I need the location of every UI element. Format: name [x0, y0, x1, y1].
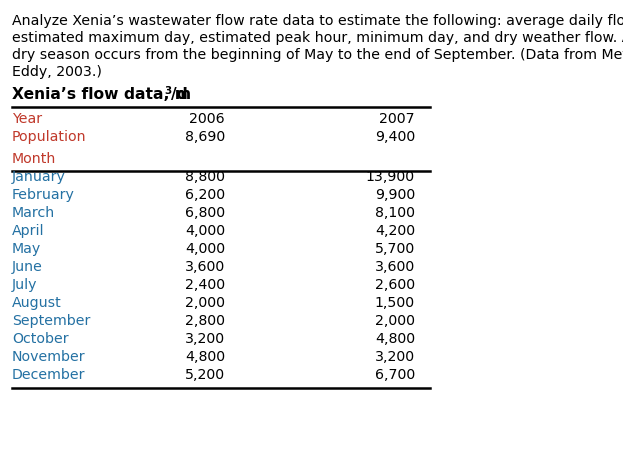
Text: May: May [12, 242, 41, 256]
Text: August: August [12, 296, 62, 310]
Text: estimated maximum day, estimated peak hour, minimum day, and dry weather flow. A: estimated maximum day, estimated peak ho… [12, 31, 623, 45]
Text: 6,700: 6,700 [375, 368, 415, 382]
Text: 6,200: 6,200 [185, 188, 225, 202]
Text: Year: Year [12, 112, 42, 126]
Text: 1,500: 1,500 [375, 296, 415, 310]
Text: 9,900: 9,900 [375, 188, 415, 202]
Text: 4,000: 4,000 [185, 224, 225, 238]
Text: 4,800: 4,800 [375, 332, 415, 346]
Text: 8,100: 8,100 [375, 206, 415, 220]
Text: October: October [12, 332, 69, 346]
Text: 2007: 2007 [379, 112, 415, 126]
Text: 8,690: 8,690 [185, 130, 225, 144]
Text: June: June [12, 260, 43, 274]
Text: 8,800: 8,800 [185, 170, 225, 184]
Text: July: July [12, 278, 37, 292]
Text: 2006: 2006 [189, 112, 225, 126]
Text: February: February [12, 188, 75, 202]
Text: 5,700: 5,700 [375, 242, 415, 256]
Text: 13,900: 13,900 [366, 170, 415, 184]
Text: 2,600: 2,600 [375, 278, 415, 292]
Text: 3,200: 3,200 [375, 350, 415, 364]
Text: April: April [12, 224, 44, 238]
Text: 4,800: 4,800 [185, 350, 225, 364]
Text: 3,200: 3,200 [185, 332, 225, 346]
Text: Xenia’s flow data, m: Xenia’s flow data, m [12, 87, 191, 102]
Text: 3,600: 3,600 [185, 260, 225, 274]
Text: 3: 3 [164, 86, 171, 96]
Text: 3,600: 3,600 [375, 260, 415, 274]
Text: dry season occurs from the beginning of May to the end of September. (Data from : dry season occurs from the beginning of … [12, 48, 623, 62]
Text: Population: Population [12, 130, 87, 144]
Text: 2,800: 2,800 [185, 314, 225, 328]
Text: 9,400: 9,400 [375, 130, 415, 144]
Text: December: December [12, 368, 85, 382]
Text: Month: Month [12, 152, 56, 166]
Text: January: January [12, 170, 66, 184]
Text: 6,800: 6,800 [185, 206, 225, 220]
Text: Analyze Xenia’s wastewater flow rate data to estimate the following: average dai: Analyze Xenia’s wastewater flow rate dat… [12, 14, 623, 28]
Text: 2,400: 2,400 [185, 278, 225, 292]
Text: 2,000: 2,000 [375, 314, 415, 328]
Text: 5,200: 5,200 [185, 368, 225, 382]
Text: Eddy, 2003.): Eddy, 2003.) [12, 65, 102, 79]
Text: March: March [12, 206, 55, 220]
Text: November: November [12, 350, 85, 364]
Text: September: September [12, 314, 90, 328]
Text: /d: /d [171, 87, 188, 102]
Text: 2,000: 2,000 [185, 296, 225, 310]
Text: 4,000: 4,000 [185, 242, 225, 256]
Text: 4,200: 4,200 [375, 224, 415, 238]
